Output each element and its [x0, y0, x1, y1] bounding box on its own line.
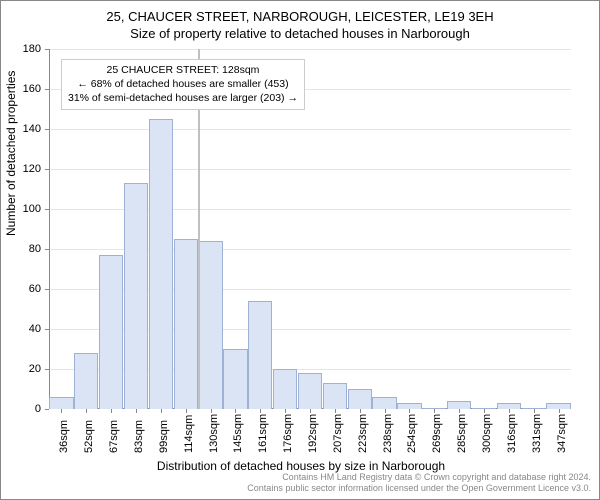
footer-attribution: Contains HM Land Registry data © Crown c…: [247, 472, 591, 494]
x-tick-mark: [310, 409, 311, 413]
footer-line-1: Contains HM Land Registry data © Crown c…: [247, 472, 591, 483]
x-tick-label: 161sqm: [257, 414, 269, 453]
x-tick-mark: [385, 409, 386, 413]
y-tick-label: 100: [23, 203, 41, 215]
x-tick-label: 331sqm: [531, 414, 543, 453]
gridline: [49, 49, 571, 50]
histogram-bar: [348, 389, 372, 409]
y-tick-label: 160: [23, 83, 41, 95]
histogram-bar: [248, 301, 272, 409]
gridline: [49, 169, 571, 170]
x-tick-mark: [534, 409, 535, 413]
x-tick-label: 130sqm: [208, 414, 220, 453]
x-tick-label: 99sqm: [158, 420, 170, 453]
y-tick-label: 120: [23, 163, 41, 175]
x-tick-mark: [111, 409, 112, 413]
x-tick-mark: [186, 409, 187, 413]
x-axis-label: Distribution of detached houses by size …: [1, 459, 600, 473]
x-tick-mark: [434, 409, 435, 413]
y-axis-label: Number of detached properties: [4, 71, 18, 236]
histogram-bar: [447, 401, 471, 409]
y-tick-mark: [45, 409, 49, 410]
x-tick-mark: [161, 409, 162, 413]
x-tick-mark: [235, 409, 236, 413]
x-tick-mark: [86, 409, 87, 413]
x-tick-mark: [559, 409, 560, 413]
annotation-line-3: 31% of semi-detached houses are larger (…: [68, 91, 298, 105]
x-tick-label: 83sqm: [133, 420, 145, 453]
y-tick-label: 0: [35, 403, 41, 415]
histogram-bar: [124, 183, 148, 409]
chart-title-main: 25, CHAUCER STREET, NARBOROUGH, LEICESTE…: [1, 1, 599, 24]
histogram-bar: [74, 353, 98, 409]
y-tick-label: 60: [29, 283, 41, 295]
x-tick-label: 67sqm: [108, 420, 120, 453]
x-tick-mark: [509, 409, 510, 413]
chart-container: 25, CHAUCER STREET, NARBOROUGH, LEICESTE…: [0, 0, 600, 500]
x-tick-mark: [136, 409, 137, 413]
histogram-bar: [198, 241, 222, 409]
annotation-line-2: ← 68% of detached houses are smaller (45…: [68, 77, 298, 91]
x-tick-label: 238sqm: [382, 414, 394, 453]
x-tick-label: 176sqm: [282, 414, 294, 453]
histogram-bar: [174, 239, 198, 409]
footer-line-2: Contains public sector information licen…: [247, 483, 591, 494]
y-tick-label: 80: [29, 243, 41, 255]
x-tick-label: 36sqm: [58, 420, 70, 453]
histogram-bar: [273, 369, 297, 409]
x-tick-mark: [484, 409, 485, 413]
x-tick-label: 269sqm: [431, 414, 443, 453]
chart-title-sub: Size of property relative to detached ho…: [1, 24, 599, 41]
x-tick-label: 192sqm: [307, 414, 319, 453]
x-tick-mark: [360, 409, 361, 413]
x-tick-mark: [211, 409, 212, 413]
histogram-bar: [298, 373, 322, 409]
x-tick-label: 223sqm: [357, 414, 369, 453]
histogram-bar: [49, 397, 73, 409]
x-tick-label: 207sqm: [332, 414, 344, 453]
histogram-bar: [149, 119, 173, 409]
x-tick-label: 114sqm: [183, 415, 195, 453]
y-tick-label: 180: [23, 43, 41, 55]
x-tick-label: 347sqm: [556, 414, 568, 453]
x-tick-mark: [61, 409, 62, 413]
x-tick-mark: [409, 409, 410, 413]
x-tick-label: 254sqm: [406, 414, 418, 453]
y-tick-label: 20: [29, 363, 41, 375]
annotation-box: 25 CHAUCER STREET: 128sqm ← 68% of detac…: [61, 59, 305, 110]
x-tick-mark: [260, 409, 261, 413]
y-axis-line: [49, 49, 50, 409]
x-tick-mark: [285, 409, 286, 413]
y-tick-label: 40: [29, 323, 41, 335]
x-tick-mark: [335, 409, 336, 413]
histogram-bar: [223, 349, 247, 409]
x-tick-label: 300sqm: [481, 414, 493, 453]
y-tick-label: 140: [23, 123, 41, 135]
x-tick-label: 285sqm: [456, 414, 468, 453]
annotation-line-1: 25 CHAUCER STREET: 128sqm: [68, 63, 298, 77]
gridline: [49, 129, 571, 130]
histogram-bar: [372, 397, 396, 409]
histogram-bar: [99, 255, 123, 409]
x-tick-label: 316sqm: [506, 414, 518, 453]
x-tick-mark: [459, 409, 460, 413]
histogram-bar: [323, 383, 347, 409]
x-tick-label: 52sqm: [83, 420, 95, 453]
x-tick-label: 145sqm: [232, 414, 244, 453]
